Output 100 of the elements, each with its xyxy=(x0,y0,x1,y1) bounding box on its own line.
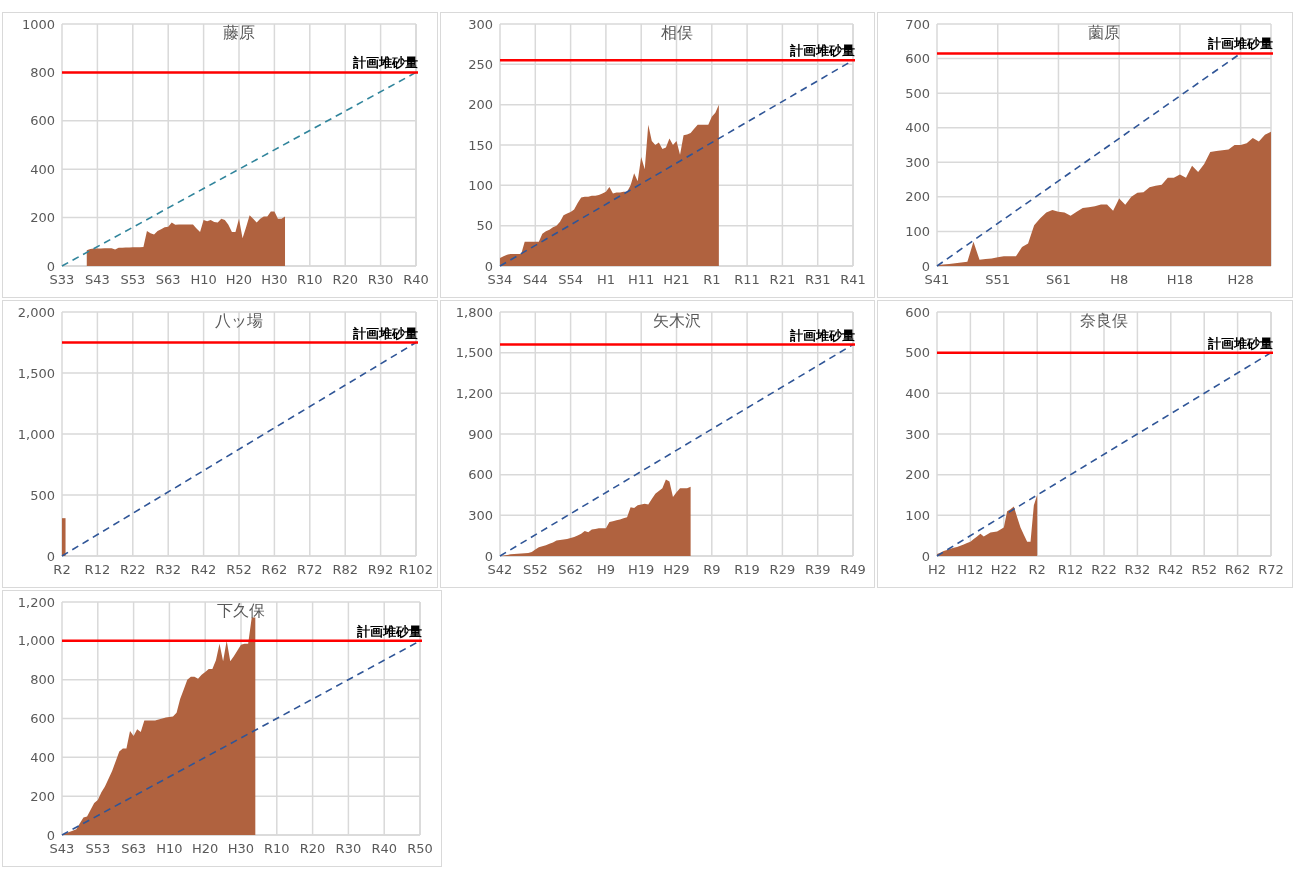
y-tick-label: 400 xyxy=(905,385,930,401)
y-tick-label: 400 xyxy=(30,161,55,177)
y-tick-label: 600 xyxy=(905,304,930,320)
ref-line-label: 計画堆砂量 xyxy=(789,43,855,59)
x-tick-label: R32 xyxy=(155,562,181,577)
ref-line-label: 計画堆砂量 xyxy=(352,55,418,71)
x-tick-label: R62 xyxy=(261,562,288,577)
x-tick-label: R12 xyxy=(1057,562,1084,577)
x-tick-label: S34 xyxy=(487,272,513,287)
x-tick-label: R52 xyxy=(226,562,252,577)
y-tick-label: 400 xyxy=(905,120,930,136)
x-tick-label: R1 xyxy=(703,272,721,287)
y-tick-label: 50 xyxy=(476,218,493,234)
x-tick-label: R32 xyxy=(1124,562,1151,577)
y-tick-label: 400 xyxy=(30,749,55,765)
x-tick-label: R20 xyxy=(332,272,358,287)
x-tick-label: R41 xyxy=(840,272,866,287)
x-tick-label: H10 xyxy=(190,272,217,287)
x-tick-label: R40 xyxy=(371,841,397,856)
ref-line-label: 計画堆砂量 xyxy=(789,327,855,343)
y-tick-label: 1,200 xyxy=(17,594,55,610)
y-tick-label: 100 xyxy=(468,177,493,193)
y-tick-label: 0 xyxy=(484,258,493,274)
y-tick-label: 1,500 xyxy=(455,345,493,361)
y-tick-label: 800 xyxy=(30,64,55,80)
x-tick-label: H18 xyxy=(1166,272,1194,287)
x-tick-label: H30 xyxy=(261,272,288,287)
x-tick-label: R12 xyxy=(84,562,111,577)
x-tick-label: R31 xyxy=(804,272,831,287)
x-tick-label: S53 xyxy=(85,841,111,856)
ref-line-label: 計画堆砂量 xyxy=(1207,36,1273,52)
x-tick-label: R72 xyxy=(1258,562,1284,577)
x-tick-label: R102 xyxy=(399,562,433,577)
x-tick-label: H12 xyxy=(957,562,984,577)
x-tick-label: H11 xyxy=(628,272,655,287)
x-tick-label: R22 xyxy=(120,562,146,577)
chart-title: 薗原 xyxy=(1088,23,1120,42)
y-tick-label: 1,800 xyxy=(455,304,493,320)
y-tick-label: 150 xyxy=(468,137,493,153)
x-tick-label: R2 xyxy=(53,562,71,577)
x-tick-label: H28 xyxy=(1227,272,1254,287)
x-tick-label: R10 xyxy=(297,272,323,287)
y-tick-label: 600 xyxy=(468,467,493,483)
x-tick-label: R19 xyxy=(734,562,760,577)
x-tick-label: R42 xyxy=(190,562,217,577)
y-tick-label: 1000 xyxy=(21,16,55,32)
y-tick-label: 250 xyxy=(468,56,493,72)
y-tick-label: 1,000 xyxy=(17,633,55,649)
x-tick-label: R2 xyxy=(1028,562,1046,577)
x-tick-label: H9 xyxy=(596,562,615,577)
x-tick-label: H22 xyxy=(990,562,1017,577)
y-tick-label: 800 xyxy=(30,672,55,688)
x-tick-label: S53 xyxy=(120,272,146,287)
y-tick-label: 500 xyxy=(30,487,55,503)
chart-title: 奈良俣 xyxy=(1080,311,1128,330)
y-tick-label: 900 xyxy=(468,426,493,442)
x-tick-label: H20 xyxy=(225,272,253,287)
x-tick-label: H19 xyxy=(628,562,655,577)
y-tick-label: 600 xyxy=(30,711,55,726)
x-tick-label: H10 xyxy=(156,841,183,856)
x-tick-label: R30 xyxy=(335,841,362,856)
x-tick-label: S42 xyxy=(487,562,513,577)
x-tick-label: S41 xyxy=(924,272,950,287)
y-tick-label: 600 xyxy=(30,113,55,129)
x-tick-label: S54 xyxy=(558,272,583,287)
x-tick-label: R40 xyxy=(403,272,429,287)
x-tick-label: S51 xyxy=(985,272,1011,287)
x-tick-label: S62 xyxy=(558,562,583,577)
x-tick-label: R22 xyxy=(1091,562,1117,577)
x-tick-label: H21 xyxy=(663,272,690,287)
y-tick-label: 300 xyxy=(905,154,930,170)
x-tick-label: S44 xyxy=(522,272,548,287)
x-tick-label: R82 xyxy=(332,562,358,577)
ref-line-label: 計画堆砂量 xyxy=(1207,335,1273,351)
x-tick-label: H2 xyxy=(927,562,947,577)
x-tick-label: S43 xyxy=(49,841,75,856)
y-tick-label: 500 xyxy=(905,85,930,101)
x-tick-label: R10 xyxy=(264,841,290,856)
y-tick-label: 200 xyxy=(905,467,930,483)
x-tick-label: R11 xyxy=(734,272,760,287)
x-tick-label: S61 xyxy=(1046,272,1071,287)
x-tick-label: R9 xyxy=(703,562,721,577)
x-tick-label: H8 xyxy=(1110,272,1129,287)
x-tick-label: H1 xyxy=(596,272,615,287)
y-tick-label: 200 xyxy=(468,97,493,113)
ref-line-label: 計画堆砂量 xyxy=(356,623,422,639)
y-tick-label: 200 xyxy=(905,189,930,205)
x-tick-label: H29 xyxy=(663,562,690,577)
x-tick-label: H20 xyxy=(192,841,219,856)
chart-title: 下久保 xyxy=(217,601,265,620)
y-tick-label: 300 xyxy=(905,426,930,442)
y-tick-label: 200 xyxy=(30,210,55,226)
y-tick-label: 0 xyxy=(46,827,55,843)
y-tick-label: 0 xyxy=(46,548,55,564)
x-tick-label: R92 xyxy=(367,562,394,577)
chart-title: 八ッ場 xyxy=(215,311,263,330)
y-tick-label: 500 xyxy=(905,345,930,361)
x-tick-label: R30 xyxy=(367,272,394,287)
x-tick-label: S63 xyxy=(121,841,146,856)
ref-line-label: 計画堆砂量 xyxy=(352,325,418,341)
